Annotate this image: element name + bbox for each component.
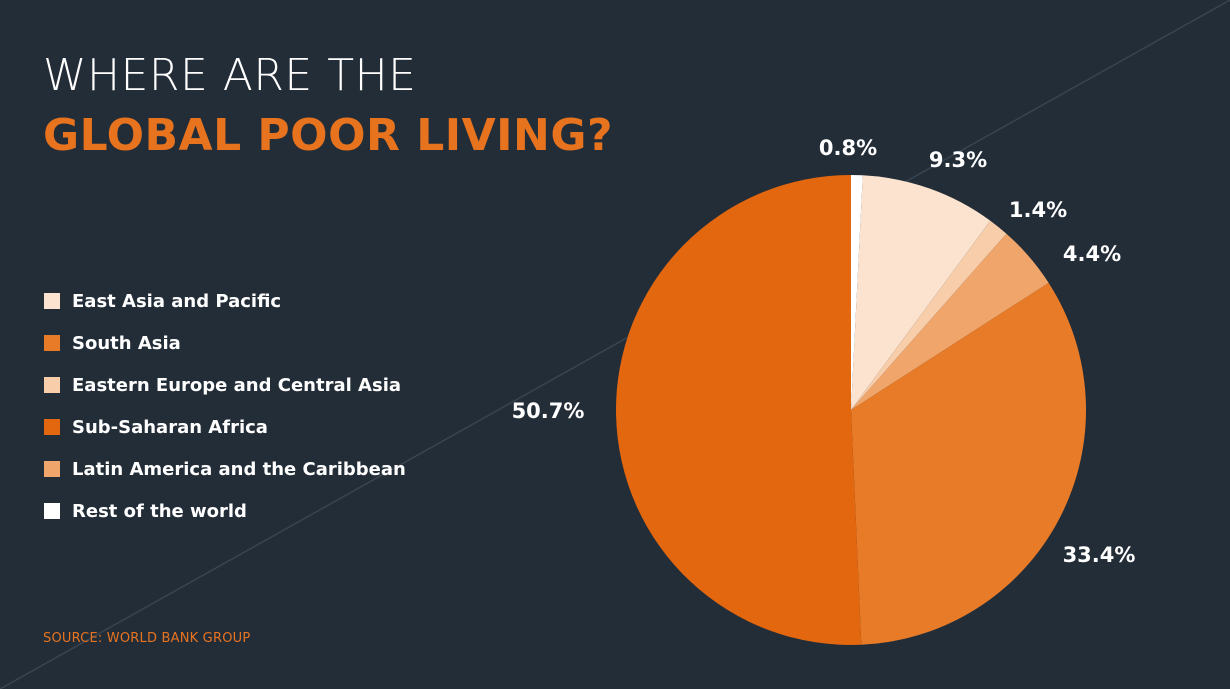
legend-item-eastern-europe-and-central-asia: Eastern Europe and Central Asia <box>44 364 406 406</box>
slice-label-latin-america-and-the-caribbean: 4.4% <box>1063 242 1121 266</box>
legend-swatch <box>44 419 60 435</box>
slice-label-south-asia: 33.4% <box>1063 543 1136 567</box>
slice-label-eastern-europe-and-central-asia: 1.4% <box>1009 198 1067 222</box>
slice-label-rest-of-the-world: 0.8% <box>819 136 877 160</box>
title-line-2: GLOBAL POOR LIVING? <box>43 110 613 161</box>
legend-label: East Asia and Pacific <box>72 290 282 312</box>
pie-slice-sub-saharan-africa <box>616 175 862 645</box>
legend-item-east-asia-and-pacific: East Asia and Pacific <box>44 280 406 322</box>
legend-swatch <box>44 503 60 519</box>
legend-swatch <box>44 293 60 309</box>
slice-label-sub-saharan-africa: 50.7% <box>512 399 585 423</box>
legend-item-south-asia: South Asia <box>44 322 406 364</box>
legend-label: Sub-Saharan Africa <box>72 416 268 438</box>
legend-label: Eastern Europe and Central Asia <box>72 374 402 396</box>
legend-swatch <box>44 335 60 351</box>
pie-slice-latin-america-and-the-caribbean <box>851 233 1049 410</box>
title-line-1: WHERE ARE THE <box>43 50 417 101</box>
slice-label-east-asia-and-pacific: 9.3% <box>929 148 987 172</box>
legend-item-rest-of-the-world: Rest of the world <box>44 490 406 532</box>
legend-label: Latin America and the Caribbean <box>72 458 406 480</box>
legend-swatch <box>44 461 60 477</box>
pie-slice-eastern-europe-and-central-asia <box>851 220 1007 410</box>
legend-swatch <box>44 377 60 393</box>
pie-slice-east-asia-and-pacific <box>851 175 991 410</box>
pie-slice-south-asia <box>851 282 1086 645</box>
legend-label: Rest of the world <box>72 500 247 522</box>
chart-legend: East Asia and Pacific South Asia Eastern E… <box>44 280 406 532</box>
legend-label: South Asia <box>72 332 181 354</box>
pie-slice-rest-of-the-world <box>851 175 863 410</box>
legend-item-sub-saharan-africa: Sub-Saharan Africa <box>44 406 406 448</box>
legend-item-latin-america-and-the-caribbean: Latin America and the Caribbean <box>44 448 406 490</box>
source-note: SOURCE: WORLD BANK GROUP <box>43 631 251 646</box>
